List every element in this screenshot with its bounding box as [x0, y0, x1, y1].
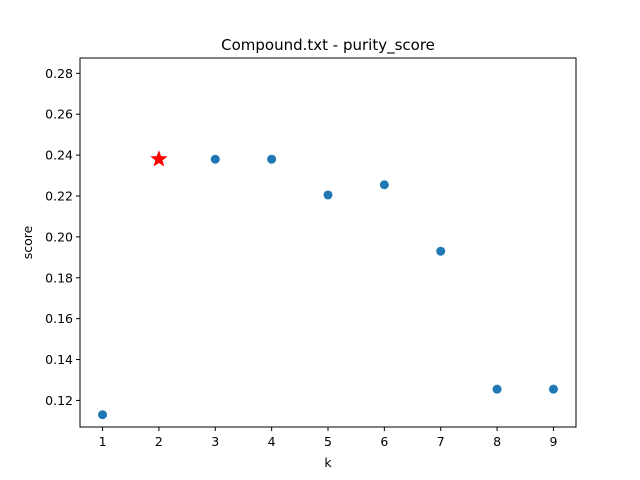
data-point — [548, 384, 558, 394]
y-tick-label: 0.24 — [45, 148, 73, 163]
x-tick-label: 1 — [99, 434, 107, 449]
y-tick-label: 0.18 — [45, 270, 73, 285]
y-tick-label: 0.14 — [45, 352, 73, 367]
x-tick-label: 9 — [549, 434, 557, 449]
x-tick-label: 4 — [268, 434, 276, 449]
data-point — [379, 180, 389, 190]
data-point — [210, 154, 220, 164]
x-tick-label: 3 — [211, 434, 219, 449]
x-axis: 1 2 3 4 5 6 7 8 9 — [99, 427, 557, 449]
y-tick-label: 0.26 — [45, 107, 73, 122]
data-point — [492, 384, 502, 394]
data-points — [98, 150, 558, 420]
data-point — [323, 190, 333, 200]
y-axis: 0.12 0.14 0.16 0.18 0.20 0.22 0.24 0.26 0.28 — [45, 66, 80, 408]
x-tick-label: 7 — [437, 434, 445, 449]
y-tick-label: 0.28 — [45, 66, 73, 81]
x-tick-label: 6 — [380, 434, 388, 449]
data-point — [267, 154, 277, 164]
x-tick-label: 8 — [493, 434, 501, 449]
x-axis-label: k — [324, 455, 332, 470]
y-tick-label: 0.12 — [45, 393, 73, 408]
data-point — [98, 410, 108, 420]
x-tick-label: 2 — [155, 434, 163, 449]
best-k-star-marker — [150, 150, 168, 167]
y-tick-label: 0.22 — [45, 188, 73, 203]
y-axis-label: score — [20, 225, 35, 259]
plot-frame — [79, 57, 577, 428]
y-tick-label: 0.16 — [45, 311, 73, 326]
chart-title: Compound.txt - purity_score — [221, 36, 435, 55]
y-tick-label: 0.20 — [45, 229, 73, 244]
x-tick-label: 5 — [324, 434, 332, 449]
data-point — [436, 246, 446, 256]
